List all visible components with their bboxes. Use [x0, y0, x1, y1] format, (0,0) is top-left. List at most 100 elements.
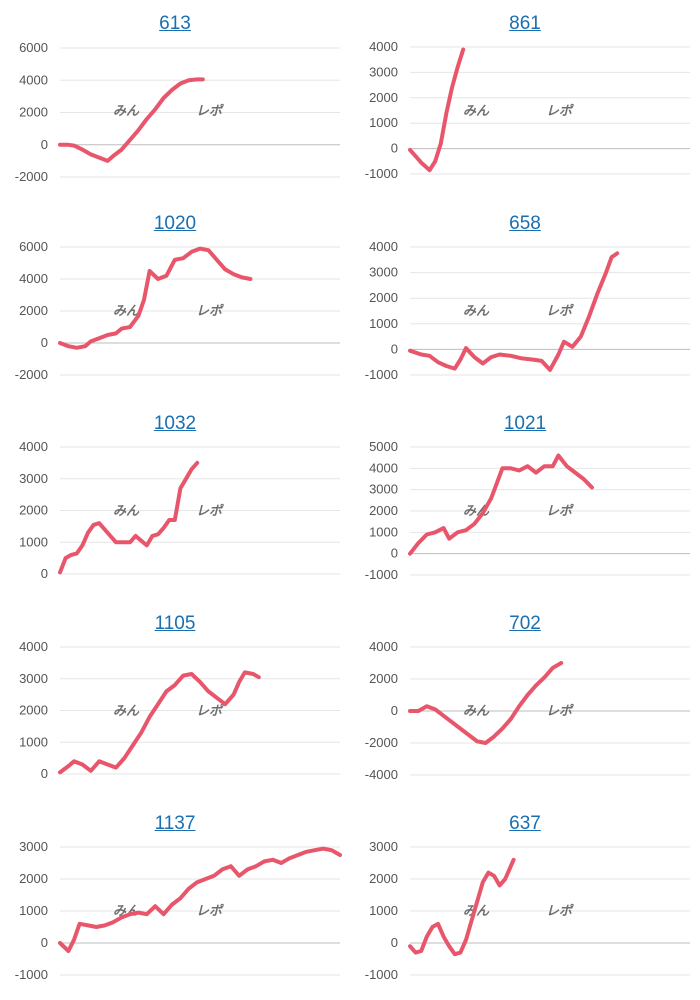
y-tick-label: 2000 [369, 90, 398, 105]
chart-panel-637: 637 3000 2000 1000 0 -1000 みん レポ [350, 800, 700, 1000]
line-chart: 4000 3000 2000 1000 0 -1000 みん レポ [365, 239, 690, 382]
y-tick-label: -1000 [365, 967, 398, 982]
y-tick-label: 6000 [19, 239, 48, 254]
watermark-text: レポ [196, 303, 224, 318]
y-tick-label: -1000 [15, 967, 48, 982]
watermark-logo: みん レポ [113, 503, 224, 518]
y-tick-label: 6000 [19, 40, 48, 55]
watermark-text: レポ [546, 103, 574, 118]
chart-panel-702: 702 4000 2000 0 -2000 -4000 みん レポ [350, 600, 700, 800]
chart-title-link[interactable]: 637 [509, 813, 541, 834]
watermark-logo: みん レポ [463, 303, 574, 318]
series-line [58, 246, 253, 350]
line-chart: 4000 3000 2000 1000 0 みん レポ [19, 439, 340, 581]
line-chart: 4000 3000 2000 1000 0 みん レポ [19, 639, 340, 781]
series-line [408, 857, 516, 957]
chart-panel-1032: 1032 4000 3000 2000 1000 0 みん レポ [0, 400, 350, 600]
y-tick-label: 3000 [369, 64, 398, 79]
series-line [408, 453, 594, 556]
chart-title-link[interactable]: 658 [509, 213, 541, 234]
y-tick-label: 1000 [369, 524, 398, 539]
y-tick-label: 4000 [369, 460, 398, 475]
line-chart: 4000 3000 2000 1000 0 -1000 みん レポ [365, 39, 690, 181]
y-tick-label: 3000 [19, 839, 48, 854]
watermark-text: みん [113, 103, 140, 118]
watermark-text: みん [113, 703, 140, 718]
watermark-logo: みん レポ [113, 703, 224, 718]
y-tick-label: 0 [391, 935, 398, 950]
chart-title-link[interactable]: 861 [509, 13, 541, 34]
series-line [58, 460, 200, 575]
y-tick-label: 5000 [369, 439, 398, 454]
y-tick-label: -2000 [15, 169, 48, 184]
y-tick-label: 2000 [19, 503, 48, 518]
y-tick-label: 0 [41, 335, 48, 350]
watermark-logo: みん レポ [113, 103, 224, 118]
chart-title-link[interactable]: 1021 [503, 413, 547, 434]
y-tick-label: 2000 [369, 503, 398, 518]
watermark-text: レポ [546, 703, 574, 718]
series-line [58, 77, 205, 163]
watermark-text: レポ [196, 903, 224, 918]
y-tick-label: 2000 [19, 105, 48, 120]
watermark-logo: みん レポ [113, 303, 224, 318]
y-tick-label: 2000 [369, 871, 398, 886]
y-tick-label: 1000 [369, 903, 398, 918]
watermark-text: みん [463, 703, 490, 718]
chart-panel-1137: 1137 3000 2000 1000 0 -1000 みん レポ [0, 800, 350, 1000]
y-tick-label: 0 [391, 703, 398, 718]
y-tick-label: -2000 [15, 367, 48, 382]
series-line [58, 670, 261, 775]
watermark-text: レポ [196, 103, 224, 118]
watermark-text: レポ [546, 903, 574, 918]
chart-panel-613: 613 6000 4000 2000 0 -2000 みん レポ [0, 0, 350, 200]
watermark-text: みん [463, 103, 490, 118]
chart-title-link[interactable]: 1020 [153, 213, 197, 234]
watermark-text: みん [113, 303, 140, 318]
chart-title-link[interactable]: 702 [509, 613, 541, 634]
watermark-text: みん [463, 303, 490, 318]
y-tick-label: 2000 [369, 671, 398, 686]
watermark-text: レポ [196, 703, 224, 718]
y-tick-label: 0 [41, 766, 48, 781]
y-tick-label: 2000 [19, 871, 48, 886]
watermark-text: レポ [196, 503, 224, 518]
y-tick-label: -4000 [365, 767, 398, 782]
y-tick-label: 4000 [19, 72, 48, 87]
watermark-text: レポ [546, 303, 574, 318]
y-tick-label: 1000 [19, 734, 48, 749]
watermark-logo: みん レポ [463, 103, 574, 118]
chart-panel-861: 861 4000 3000 2000 1000 0 -1000 みん レポ [350, 0, 700, 200]
series-line [58, 846, 342, 953]
y-tick-label: 0 [41, 935, 48, 950]
y-tick-label: 0 [391, 341, 398, 356]
chart-panel-1021: 1021 5000 4000 3000 2000 1000 0 -1000 みん レポ [350, 400, 700, 600]
y-tick-label: 1000 [369, 316, 398, 331]
chart-title-link[interactable]: 1032 [153, 413, 197, 434]
y-tick-label: 3000 [19, 471, 48, 486]
y-tick-label: 4000 [369, 39, 398, 54]
y-tick-label: 4000 [369, 639, 398, 654]
chart-title-link[interactable]: 613 [159, 13, 191, 34]
watermark-logo: みん レポ [463, 703, 574, 718]
y-tick-label: 1000 [19, 903, 48, 918]
y-tick-label: -1000 [365, 367, 398, 382]
chart-title-link[interactable]: 1137 [154, 813, 196, 834]
line-chart: 4000 2000 0 -2000 -4000 みん レポ [365, 639, 690, 782]
chart-panel-658: 658 4000 3000 2000 1000 0 -1000 みん レポ [350, 200, 700, 400]
chart-panel-1020: 1020 6000 4000 2000 0 -2000 みん レポ [0, 200, 350, 400]
series-line [408, 661, 564, 745]
chart-title-link[interactable]: 1105 [154, 613, 196, 634]
y-tick-label: 0 [41, 137, 48, 152]
y-tick-label: 3000 [369, 482, 398, 497]
y-tick-label: 2000 [19, 703, 48, 718]
y-tick-label: 0 [391, 141, 398, 156]
y-tick-label: 4000 [19, 439, 48, 454]
y-tick-label: -1000 [365, 567, 398, 582]
y-tick-label: 4000 [369, 239, 398, 254]
watermark-text: レポ [546, 503, 574, 518]
y-tick-label: 3000 [19, 671, 48, 686]
